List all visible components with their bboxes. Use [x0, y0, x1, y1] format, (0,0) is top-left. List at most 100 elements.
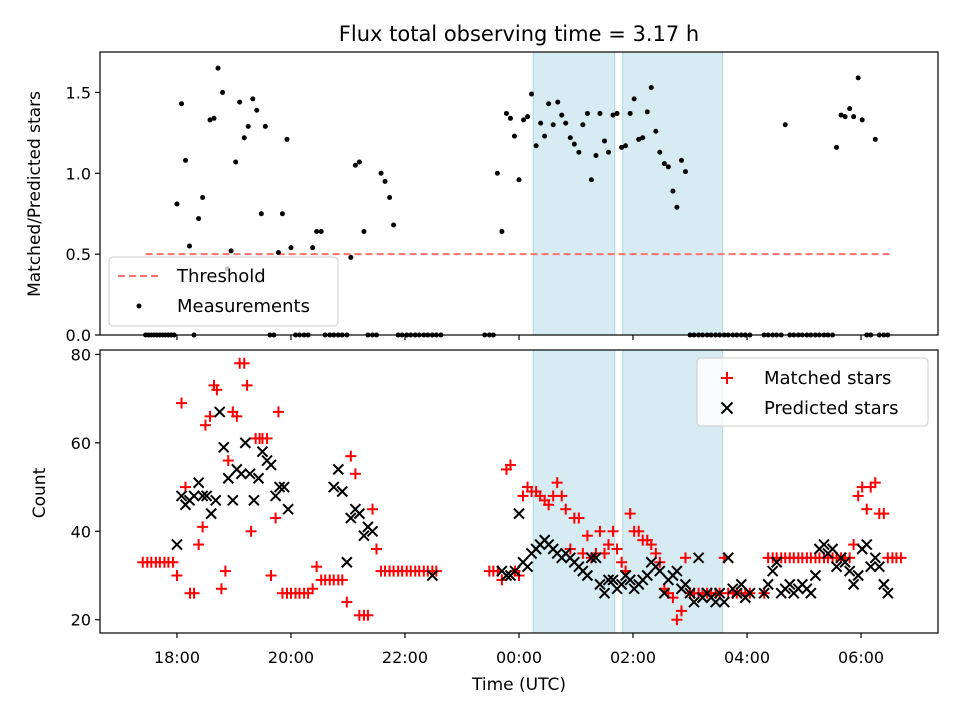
data-point — [624, 508, 636, 520]
data-point — [661, 161, 667, 167]
data-point — [735, 578, 748, 591]
data-point — [507, 115, 513, 121]
x-stroke-2 — [861, 538, 873, 551]
x-stroke-2 — [869, 552, 881, 564]
matched-legend-swatch — [721, 372, 733, 384]
x-axis-label: Time (UTC) — [471, 675, 566, 695]
data-point — [576, 149, 582, 155]
data-point — [826, 543, 839, 555]
count-panel: 20 40 60 80 18:00 20:00 22:00 00:00 02:00 04:00 0… — [30, 345, 939, 695]
x-stroke-2 — [766, 565, 779, 577]
top-legend-box — [108, 256, 339, 327]
data-point — [237, 99, 243, 105]
data-point — [222, 455, 234, 467]
x-stroke-2 — [426, 569, 439, 582]
data-point — [607, 574, 619, 586]
data-point — [865, 560, 877, 573]
x-stroke-2 — [744, 587, 756, 599]
x-stroke-2 — [878, 578, 890, 591]
data-point — [598, 587, 611, 599]
data-point — [196, 490, 209, 502]
x-stroke-2 — [328, 481, 340, 493]
data-point — [616, 556, 628, 568]
data-point — [852, 490, 864, 502]
x-stroke-2 — [843, 565, 856, 577]
x-tick-label: 06:00 — [838, 648, 884, 667]
data-point — [675, 605, 687, 617]
x-stroke-2 — [713, 587, 726, 599]
data-point — [679, 552, 691, 564]
data-point — [222, 472, 234, 484]
data-point — [171, 570, 183, 582]
data-point — [341, 596, 353, 608]
x-stroke-2 — [679, 578, 692, 591]
x-stroke-2 — [658, 587, 671, 599]
data-point — [674, 204, 680, 210]
x-stroke-2 — [196, 490, 209, 502]
x-stroke-2 — [265, 459, 277, 471]
data-point — [839, 556, 851, 568]
data-point — [645, 539, 657, 551]
x-stroke-2 — [731, 587, 743, 599]
data-point — [573, 512, 585, 524]
data-point — [594, 578, 606, 591]
data-point — [525, 114, 531, 120]
data-point — [231, 410, 243, 422]
data-point — [615, 578, 628, 591]
data-point — [851, 114, 857, 120]
x-stroke-2 — [882, 587, 894, 599]
x-stroke-2 — [709, 596, 722, 608]
x-tick-label: 18:00 — [154, 648, 200, 667]
x-stroke-2 — [826, 543, 839, 555]
data-point — [517, 490, 529, 502]
data-point — [722, 552, 734, 564]
data-point — [207, 117, 213, 123]
data-point — [183, 157, 189, 163]
data-point — [784, 578, 796, 591]
x-stroke-2 — [594, 578, 606, 591]
data-point — [834, 144, 840, 150]
data-point — [718, 596, 730, 608]
data-point — [239, 437, 252, 449]
y-tick-label: 0.0 — [66, 326, 91, 345]
data-point — [513, 507, 525, 520]
data-point — [345, 512, 357, 524]
data-point — [567, 135, 573, 141]
data-point — [873, 560, 885, 573]
x-stroke-2 — [585, 552, 598, 564]
bottom-legend: Matched stars Predicted stars — [696, 357, 929, 427]
data-point — [275, 250, 281, 256]
data-point — [362, 609, 374, 621]
data-point — [640, 135, 646, 141]
data-point — [560, 503, 572, 515]
x-stroke-2 — [692, 552, 705, 564]
data-point — [538, 120, 544, 126]
data-point — [551, 477, 563, 489]
bottom-plot-area — [137, 357, 907, 626]
data-point — [199, 419, 211, 431]
data-point — [258, 211, 264, 217]
data-point — [878, 508, 890, 520]
top-legend: Threshold Measurements — [108, 256, 339, 327]
data-point — [288, 245, 294, 251]
data-point — [624, 574, 636, 586]
x-stroke-2 — [235, 468, 248, 480]
x-stroke-2 — [718, 596, 730, 608]
data-point — [847, 106, 853, 112]
data-point — [241, 135, 247, 141]
data-point — [233, 159, 239, 165]
data-point — [581, 569, 594, 582]
data-point — [205, 507, 217, 520]
bottom-legend-box — [696, 357, 929, 427]
x-stroke-2 — [521, 560, 534, 573]
x-stroke-2 — [192, 476, 205, 489]
data-point — [684, 587, 696, 599]
data-point — [211, 115, 217, 121]
x-tick-label: 22:00 — [382, 648, 428, 667]
top-y-axis-label: Matched/Predicted stars — [25, 91, 45, 297]
data-point — [758, 587, 770, 599]
x-stroke-2 — [684, 587, 696, 599]
bottom-y-axis-label: Count — [30, 467, 50, 518]
predicted-legend-swatch — [720, 401, 734, 415]
top-y-axis-ticks: 0.0 0.5 1.0 1.5 — [66, 83, 100, 345]
